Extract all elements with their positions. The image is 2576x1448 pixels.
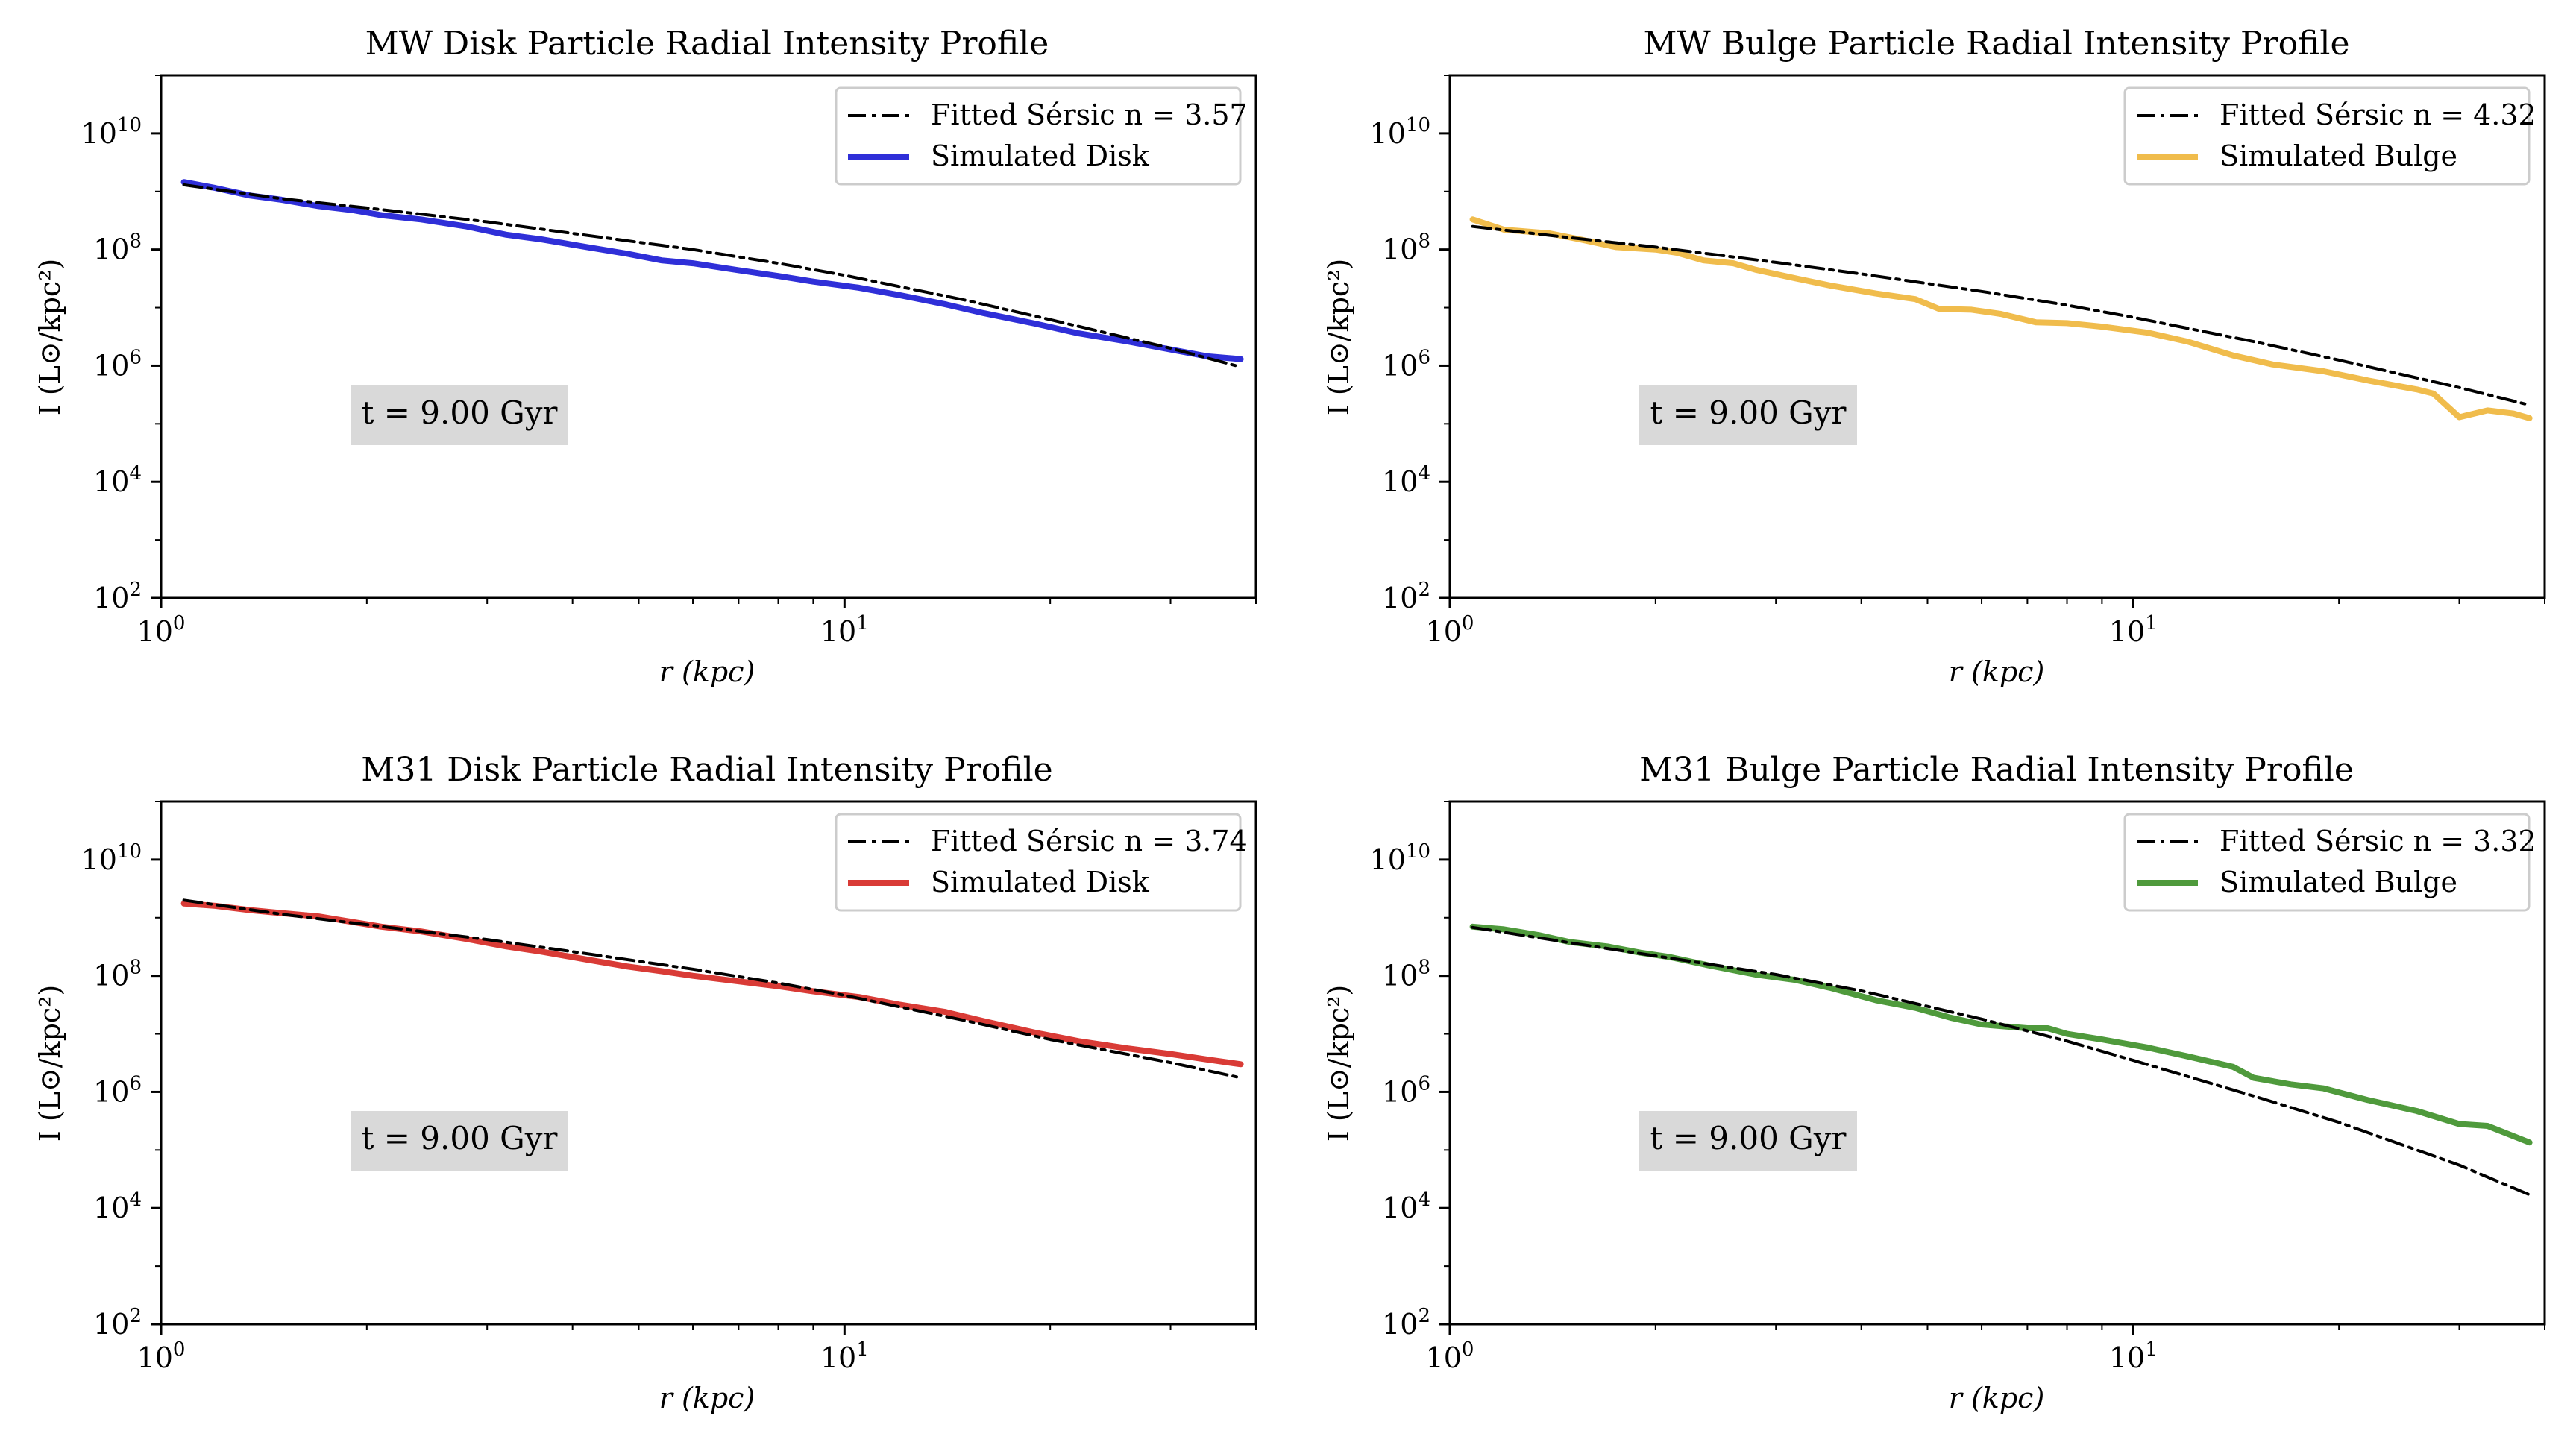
legend-label-fit: Fitted Sérsic n = 4.32 bbox=[2220, 98, 2536, 131]
axes-frame bbox=[160, 800, 1257, 1326]
simulated-profile-line bbox=[180, 900, 1244, 1068]
y-tick-label: 106 bbox=[1382, 1072, 1430, 1108]
x-axis-label: r (kpc) bbox=[1949, 1382, 2045, 1414]
legend-label-sim: Simulated Bulge bbox=[2220, 139, 2457, 172]
y-tick-label: 1010 bbox=[81, 114, 142, 150]
simulated-profile-line bbox=[180, 179, 1244, 362]
time-annotation: t = 9.00 Gyr bbox=[1639, 1111, 1857, 1171]
x-axis-ticks: 100 101 bbox=[1426, 1324, 2545, 1374]
x-axis-label: r (kpc) bbox=[1949, 655, 2045, 688]
x-tick-label: 101 bbox=[820, 612, 869, 648]
legend-label-sim: Simulated Disk bbox=[931, 139, 1150, 172]
legend-label-fit: Fitted Sérsic n = 3.74 bbox=[931, 825, 1248, 857]
legend-label-fit: Fitted Sérsic n = 3.57 bbox=[931, 98, 1248, 131]
y-axis-label: I (L⊙/kpc²) bbox=[34, 259, 66, 415]
time-annotation: t = 9.00 Gyr bbox=[1639, 385, 1857, 445]
y-tick-label: 102 bbox=[1382, 579, 1430, 614]
y-tick-label: 1010 bbox=[1370, 840, 1430, 876]
y-axis-ticks: 102 104 106 108 1010 bbox=[1370, 75, 1450, 614]
chart-title: M31 Disk Particle Radial Intensity Profi… bbox=[361, 751, 1052, 789]
x-tick-label: 100 bbox=[137, 1338, 186, 1374]
y-tick-label: 102 bbox=[93, 1305, 142, 1341]
y-tick-label: 106 bbox=[1382, 346, 1430, 382]
annotation-text: t = 9.00 Gyr bbox=[1650, 1120, 1847, 1156]
y-tick-label: 106 bbox=[93, 346, 142, 382]
y-tick-label: 108 bbox=[93, 957, 142, 992]
legend: Fitted Sérsic n = 4.32 Simulated Bulge bbox=[2123, 86, 2536, 186]
panel-mw-disk: MW Disk Particle Radial Intensity Profil… bbox=[34, 25, 1257, 688]
fitted-sersic-line bbox=[182, 898, 1243, 1080]
y-tick-label: 104 bbox=[1382, 1189, 1430, 1224]
fitted-sersic-line bbox=[182, 183, 1243, 369]
y-tick-label: 1010 bbox=[1370, 114, 1430, 150]
axes-frame bbox=[1448, 74, 2546, 599]
plot-series bbox=[180, 898, 1244, 1080]
legend: Fitted Sérsic n = 3.32 Simulated Bulge bbox=[2123, 813, 2536, 912]
y-tick-label: 108 bbox=[1382, 230, 1430, 266]
annotation-text: t = 9.00 Gyr bbox=[362, 394, 559, 431]
x-axis-ticks: 100 101 bbox=[1426, 598, 2545, 648]
y-tick-label: 1010 bbox=[81, 840, 142, 876]
axes-frame bbox=[1448, 800, 2546, 1326]
x-tick-label: 101 bbox=[2109, 612, 2158, 648]
x-tick-label: 100 bbox=[1426, 1338, 1474, 1374]
y-axis-label: I (L⊙/kpc²) bbox=[1322, 259, 1355, 415]
y-tick-label: 102 bbox=[93, 579, 142, 614]
y-axis-ticks: 102 104 106 108 1010 bbox=[81, 801, 161, 1341]
simulated-profile-line bbox=[1469, 216, 2533, 421]
axes-frame bbox=[160, 74, 1257, 599]
x-tick-label: 101 bbox=[2109, 1338, 2158, 1374]
chart-title: M31 Bulge Particle Radial Intensity Prof… bbox=[1639, 751, 2354, 789]
legend-label-sim: Simulated Bulge bbox=[2220, 866, 2457, 898]
time-annotation: t = 9.00 Gyr bbox=[351, 385, 568, 445]
x-tick-label: 100 bbox=[137, 612, 186, 648]
panel-m31-disk: M31 Disk Particle Radial Intensity Profi… bbox=[34, 751, 1257, 1414]
x-tick-label: 101 bbox=[820, 1338, 869, 1374]
legend-label-sim: Simulated Disk bbox=[931, 866, 1150, 898]
x-axis-label: r (kpc) bbox=[659, 1382, 755, 1414]
y-axis-ticks: 102 104 106 108 1010 bbox=[1370, 801, 1450, 1341]
plot-series bbox=[1469, 216, 2533, 421]
annotation-text: t = 9.00 Gyr bbox=[362, 1120, 559, 1156]
chart-title: MW Disk Particle Radial Intensity Profil… bbox=[365, 25, 1049, 63]
chart-title: MW Bulge Particle Radial Intensity Profi… bbox=[1643, 25, 2349, 63]
y-tick-label: 106 bbox=[93, 1072, 142, 1108]
plot-series bbox=[1469, 923, 2533, 1197]
y-tick-label: 104 bbox=[1382, 462, 1430, 498]
y-axis-label: I (L⊙/kpc²) bbox=[34, 985, 66, 1142]
y-axis-label: I (L⊙/kpc²) bbox=[1322, 985, 1355, 1142]
annotation-text: t = 9.00 Gyr bbox=[1650, 394, 1847, 431]
y-tick-label: 104 bbox=[93, 462, 142, 498]
y-axis-ticks: 102 104 106 108 1010 bbox=[81, 75, 161, 614]
fitted-sersic-line bbox=[1471, 925, 2531, 1197]
legend-label-fit: Fitted Sérsic n = 3.32 bbox=[2220, 825, 2536, 857]
plot-series bbox=[180, 179, 1244, 369]
x-tick-label: 100 bbox=[1426, 612, 1474, 648]
legend: Fitted Sérsic n = 3.74 Simulated Disk bbox=[835, 813, 1248, 912]
x-axis-label: r (kpc) bbox=[659, 655, 755, 688]
panel-m31-bulge: M31 Bulge Particle Radial Intensity Prof… bbox=[1322, 751, 2546, 1414]
time-annotation: t = 9.00 Gyr bbox=[351, 1111, 568, 1171]
x-axis-ticks: 100 101 bbox=[137, 598, 1257, 648]
y-tick-label: 102 bbox=[1382, 1305, 1430, 1341]
fitted-sersic-line bbox=[1471, 224, 2531, 407]
y-tick-label: 108 bbox=[1382, 957, 1430, 992]
y-tick-label: 108 bbox=[93, 230, 142, 266]
legend: Fitted Sérsic n = 3.57 Simulated Disk bbox=[835, 86, 1248, 186]
y-tick-label: 104 bbox=[93, 1189, 142, 1224]
panel-mw-bulge: MW Bulge Particle Radial Intensity Profi… bbox=[1322, 25, 2546, 688]
